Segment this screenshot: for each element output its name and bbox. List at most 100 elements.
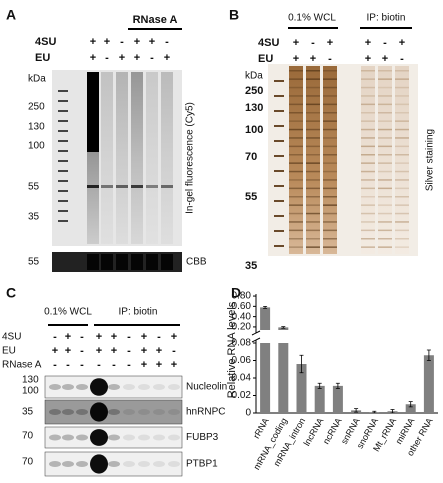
sign: - (165, 36, 169, 48)
band (116, 185, 128, 188)
marker: 35 (22, 407, 34, 418)
band (58, 220, 68, 222)
band (323, 212, 337, 215)
band (361, 162, 375, 164)
band (289, 103, 303, 106)
band (323, 196, 337, 198)
band (306, 221, 320, 223)
band (289, 179, 303, 181)
lane (378, 66, 392, 254)
band (323, 179, 337, 181)
sign: + (104, 36, 110, 48)
y-tick-label: 0.06 (232, 355, 252, 366)
row-label: 4SU (35, 36, 56, 48)
band (289, 212, 303, 215)
marker: 55 (28, 257, 40, 268)
sign: - (150, 52, 154, 64)
row-label: EU (35, 52, 50, 64)
y-tick-label: 0.04 (232, 373, 252, 384)
band (306, 238, 320, 240)
band (58, 100, 68, 102)
band (323, 103, 337, 106)
band (58, 200, 68, 202)
band (395, 137, 409, 139)
sign: + (293, 37, 299, 49)
band (306, 95, 320, 97)
band (378, 112, 392, 114)
sign: - (80, 345, 84, 357)
cbb-lane (161, 254, 173, 270)
error-bar (281, 326, 286, 329)
band (274, 200, 284, 202)
cbb-lane (87, 254, 99, 270)
error-bar (408, 401, 413, 408)
sign: + (365, 53, 371, 65)
band (361, 238, 375, 240)
band (131, 185, 143, 188)
band (361, 120, 375, 122)
lane (361, 66, 375, 254)
band (138, 461, 150, 467)
band (138, 409, 150, 415)
band (395, 154, 409, 156)
band (378, 196, 392, 198)
bar (332, 385, 343, 413)
band (361, 204, 375, 206)
band (323, 170, 337, 173)
group-header: 0.1% WCL (288, 13, 336, 24)
band (49, 384, 61, 390)
marker: 55 (28, 182, 40, 193)
band (395, 78, 409, 80)
band (378, 154, 392, 156)
band (323, 128, 337, 131)
band (395, 187, 409, 190)
band (62, 409, 74, 415)
band (289, 128, 303, 131)
band (58, 160, 68, 162)
axis-break (251, 337, 261, 343)
band (90, 402, 108, 422)
cbb-lane (146, 254, 158, 270)
band (378, 179, 392, 181)
band (361, 221, 375, 223)
band (153, 384, 165, 390)
band (289, 78, 303, 80)
blot (44, 426, 183, 449)
band (378, 204, 392, 206)
band (49, 409, 61, 415)
band (361, 145, 375, 148)
error-bar (372, 410, 377, 414)
marker: 70 (22, 457, 34, 468)
sign: + (141, 345, 147, 357)
band (323, 204, 337, 206)
error-bar (335, 382, 340, 389)
gel-images (44, 64, 418, 477)
sign: + (327, 37, 333, 49)
band (323, 238, 337, 240)
lane (101, 72, 113, 244)
error-bar (426, 349, 431, 361)
band (274, 245, 284, 247)
sign: - (97, 359, 101, 371)
marker: 100 (22, 386, 39, 397)
marker: 100 (28, 141, 45, 152)
group-header: IP: biotin (367, 13, 406, 24)
band (168, 434, 180, 441)
band (289, 238, 303, 240)
sign: + (134, 52, 140, 64)
band (306, 145, 320, 148)
band (395, 204, 409, 206)
band (361, 86, 375, 89)
band (361, 70, 375, 72)
band (323, 229, 337, 232)
band (378, 103, 392, 106)
marker: 55 (245, 191, 257, 203)
band (378, 95, 392, 97)
lane (116, 72, 128, 244)
sign: - (400, 53, 404, 65)
band (49, 434, 61, 441)
band (361, 112, 375, 114)
sign: - (105, 52, 109, 64)
sign: - (120, 36, 124, 48)
lane (161, 72, 173, 244)
